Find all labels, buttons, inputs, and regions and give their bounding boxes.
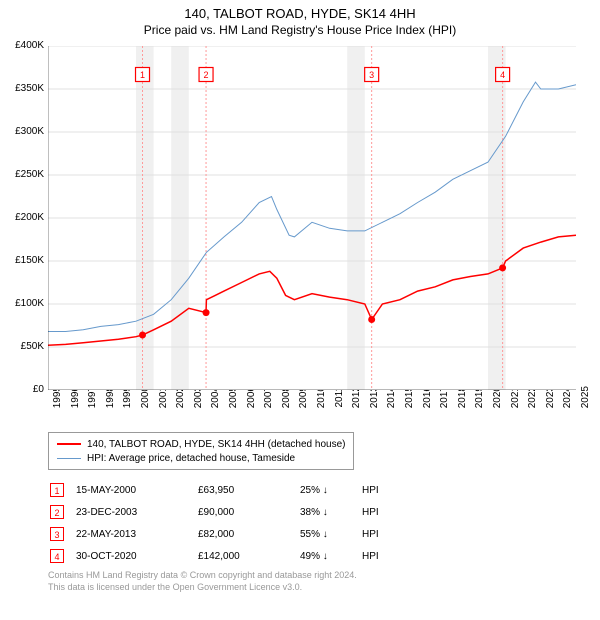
svg-text:2: 2 bbox=[204, 70, 209, 80]
x-axis-label: 2018 bbox=[457, 386, 468, 426]
table-row: 2 23-DEC-2003£90,00038% ↓HPI bbox=[50, 502, 389, 522]
sale-vs: HPI bbox=[362, 546, 389, 566]
x-axis-label: 2005 bbox=[228, 386, 239, 426]
sale-marker-badge: 3 bbox=[50, 527, 64, 541]
sales-table: 115-MAY-2000£63,95025% ↓HPI223-DEC-2003£… bbox=[48, 478, 391, 568]
x-axis-label: 2021 bbox=[510, 386, 521, 426]
y-axis-label: £50K bbox=[2, 341, 44, 352]
y-axis-label: £250K bbox=[2, 169, 44, 180]
chart-svg: 1 2 3 4 bbox=[48, 46, 576, 390]
y-axis-label: £200K bbox=[2, 212, 44, 223]
sale-delta: 38% ↓ bbox=[300, 502, 360, 522]
x-axis-label: 2020 bbox=[492, 386, 503, 426]
legend: 140, TALBOT ROAD, HYDE, SK14 4HH (detach… bbox=[48, 432, 354, 470]
x-axis-label: 2010 bbox=[316, 386, 327, 426]
x-axis-label: 2024 bbox=[562, 386, 573, 426]
sale-date: 23-DEC-2003 bbox=[76, 502, 196, 522]
y-axis-label: £400K bbox=[2, 40, 44, 51]
y-axis-label: £0 bbox=[2, 384, 44, 395]
x-axis-label: 2011 bbox=[334, 386, 345, 426]
table-row: 4 30-OCT-2020£142,00049% ↓HPI bbox=[50, 546, 389, 566]
x-axis-label: 2016 bbox=[422, 386, 433, 426]
sale-marker-badge: 1 bbox=[50, 483, 64, 497]
legend-item: HPI: Average price, detached house, Tame… bbox=[57, 451, 345, 465]
x-axis-label: 1996 bbox=[70, 386, 81, 426]
footer-line: Contains HM Land Registry data © Crown c… bbox=[48, 570, 357, 582]
x-axis-label: 2009 bbox=[298, 386, 309, 426]
x-axis-label: 2008 bbox=[281, 386, 292, 426]
legend-swatch bbox=[57, 458, 81, 459]
x-axis-label: 2013 bbox=[369, 386, 380, 426]
sale-delta: 25% ↓ bbox=[300, 480, 360, 500]
x-axis-label: 2012 bbox=[351, 386, 362, 426]
x-axis-label: 2006 bbox=[246, 386, 257, 426]
x-axis-label: 2000 bbox=[140, 386, 151, 426]
sale-price: £90,000 bbox=[198, 502, 298, 522]
y-axis-label: £150K bbox=[2, 255, 44, 266]
x-axis-label: 2001 bbox=[158, 386, 169, 426]
x-axis-label: 1999 bbox=[122, 386, 133, 426]
svg-text:4: 4 bbox=[500, 70, 505, 80]
legend-label: HPI: Average price, detached house, Tame… bbox=[87, 453, 295, 464]
sale-date: 30-OCT-2020 bbox=[76, 546, 196, 566]
y-axis-label: £350K bbox=[2, 83, 44, 94]
down-arrow-icon: ↓ bbox=[323, 507, 328, 518]
y-axis-label: £100K bbox=[2, 298, 44, 309]
x-axis-label: 2004 bbox=[210, 386, 221, 426]
sale-price: £63,950 bbox=[198, 480, 298, 500]
legend-label: 140, TALBOT ROAD, HYDE, SK14 4HH (detach… bbox=[87, 439, 345, 450]
chart-title: 140, TALBOT ROAD, HYDE, SK14 4HH bbox=[0, 0, 600, 21]
x-axis-label: 2002 bbox=[175, 386, 186, 426]
down-arrow-icon: ↓ bbox=[323, 551, 328, 562]
table-row: 3 22-MAY-2013£82,00055% ↓HPI bbox=[50, 524, 389, 544]
sale-price: £142,000 bbox=[198, 546, 298, 566]
sale-marker-badge: 4 bbox=[50, 549, 64, 563]
sale-vs: HPI bbox=[362, 480, 389, 500]
x-axis-label: 1998 bbox=[105, 386, 116, 426]
x-axis-label: 1995 bbox=[52, 386, 63, 426]
x-axis-label: 2014 bbox=[386, 386, 397, 426]
legend-item: 140, TALBOT ROAD, HYDE, SK14 4HH (detach… bbox=[57, 437, 345, 451]
chart-plot-area: 1 2 3 4 bbox=[48, 46, 576, 390]
footer-line: This data is licensed under the Open Gov… bbox=[48, 582, 357, 594]
sale-price: £82,000 bbox=[198, 524, 298, 544]
x-axis-label: 1997 bbox=[87, 386, 98, 426]
footer: Contains HM Land Registry data © Crown c… bbox=[48, 570, 357, 593]
legend-swatch bbox=[57, 443, 81, 445]
down-arrow-icon: ↓ bbox=[323, 529, 328, 540]
x-axis-label: 2023 bbox=[545, 386, 556, 426]
x-axis-label: 2019 bbox=[474, 386, 485, 426]
sale-vs: HPI bbox=[362, 524, 389, 544]
x-axis-label: 2007 bbox=[263, 386, 274, 426]
x-axis-label: 2015 bbox=[404, 386, 415, 426]
svg-text:3: 3 bbox=[369, 70, 374, 80]
x-axis-label: 2025 bbox=[580, 386, 591, 426]
y-axis-label: £300K bbox=[2, 126, 44, 137]
sale-vs: HPI bbox=[362, 502, 389, 522]
down-arrow-icon: ↓ bbox=[323, 485, 328, 496]
sale-marker-badge: 2 bbox=[50, 505, 64, 519]
sale-date: 15-MAY-2000 bbox=[76, 480, 196, 500]
x-axis-label: 2017 bbox=[439, 386, 450, 426]
sale-date: 22-MAY-2013 bbox=[76, 524, 196, 544]
sale-delta: 55% ↓ bbox=[300, 524, 360, 544]
sale-delta: 49% ↓ bbox=[300, 546, 360, 566]
chart-subtitle: Price paid vs. HM Land Registry's House … bbox=[0, 23, 600, 37]
svg-text:1: 1 bbox=[140, 70, 145, 80]
table-row: 1 15-MAY-2000£63,95025% ↓HPI bbox=[50, 480, 389, 500]
x-axis-label: 2022 bbox=[527, 386, 538, 426]
x-axis-label: 2003 bbox=[193, 386, 204, 426]
